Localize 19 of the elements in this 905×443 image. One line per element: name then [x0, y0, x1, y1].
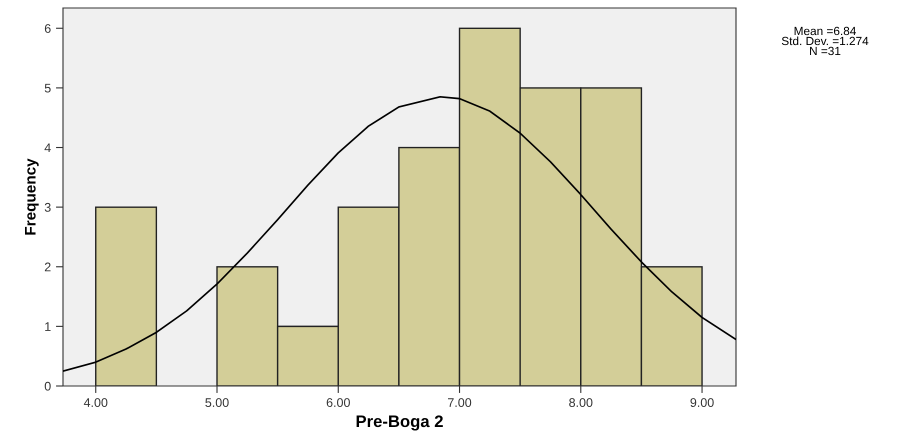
y-tick-label: 2 — [44, 262, 51, 272]
x-axis-title: Pre-Boga 2 — [356, 415, 443, 431]
x-tick-label: 9.00 — [690, 398, 714, 407]
y-axis-title: Frequency — [25, 158, 39, 235]
x-tick-label: 6.00 — [326, 398, 350, 407]
y-tick-label: 5 — [44, 84, 51, 93]
x-tick-label: 5.00 — [205, 398, 229, 407]
line-series — [63, 96, 736, 372]
y-tick-label: 1 — [45, 322, 51, 331]
text: Mean =6.84 — [794, 26, 856, 36]
text: Std. Dev. =1.274 — [782, 36, 868, 46]
text: N =31 — [810, 46, 840, 56]
x-tick-label: 8.00 — [569, 398, 592, 407]
y-tick-label: 4 — [44, 143, 51, 152]
x-tick-label: 4.00 — [84, 398, 108, 407]
x-tick-label: 7.00 — [448, 398, 472, 407]
y-tick-label: 0 — [44, 382, 51, 391]
y-tick-label: 6 — [44, 24, 51, 33]
y-tick-label: 3 — [44, 202, 51, 212]
